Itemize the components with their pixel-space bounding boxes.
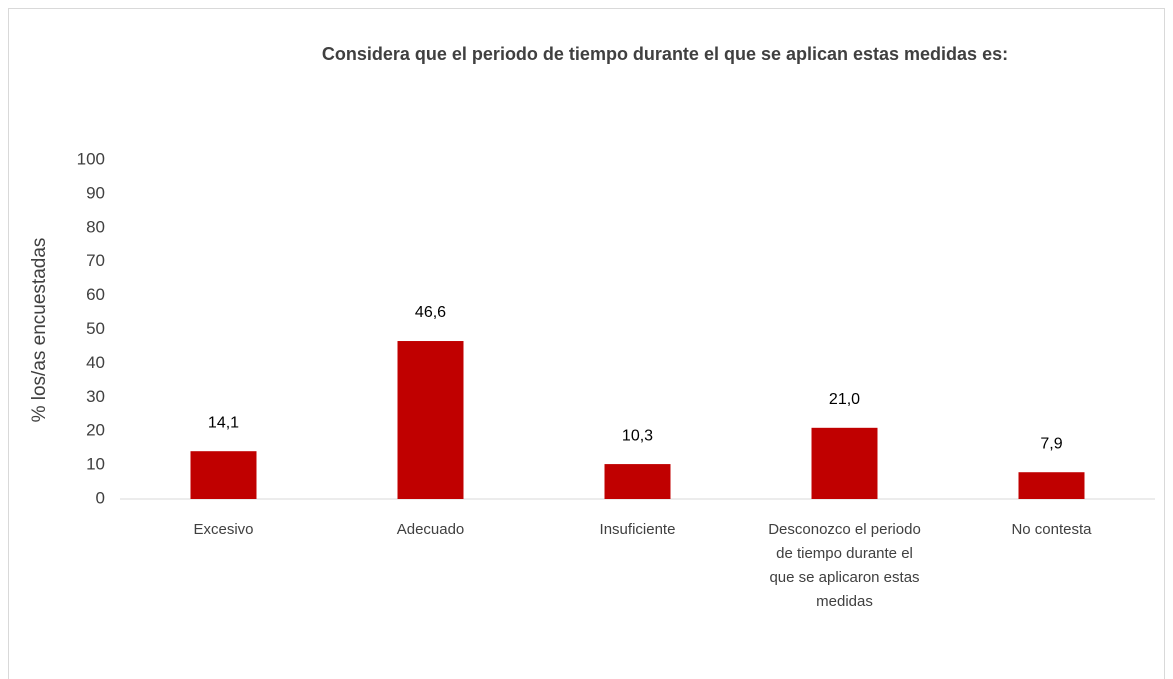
x-tick-label: No contesta xyxy=(1011,521,1092,538)
data-label: 21,0 xyxy=(829,391,860,408)
y-tick-label: 50 xyxy=(86,319,105,338)
y-tick-label: 30 xyxy=(86,387,105,406)
y-tick-label: 90 xyxy=(86,183,105,202)
chart-title: Considera que el periodo de tiempo duran… xyxy=(322,44,1008,64)
y-tick-label: 80 xyxy=(86,217,105,236)
y-tick-label: 0 xyxy=(96,488,105,507)
bar xyxy=(397,341,464,499)
y-axis-label: % los/as encuestadas xyxy=(29,238,50,423)
y-tick-label: 100 xyxy=(77,149,105,168)
bar xyxy=(604,464,671,499)
data-label: 14,1 xyxy=(208,414,239,431)
x-tick-label: Desconozco el periodo de tiempo durante e… xyxy=(768,521,921,610)
y-tick-label: 20 xyxy=(86,421,105,440)
y-tick-label: 60 xyxy=(86,285,105,304)
x-tick-label: Excesivo xyxy=(193,521,253,538)
chart-border xyxy=(8,8,1165,679)
y-tick-label: 70 xyxy=(86,251,105,270)
bar xyxy=(811,427,878,499)
x-tick-label: Insuficiente xyxy=(600,521,676,538)
bar xyxy=(190,451,257,499)
data-label: 46,6 xyxy=(415,304,446,321)
bar xyxy=(1018,472,1085,499)
data-label: 7,9 xyxy=(1040,435,1062,452)
x-tick-label: Adecuado xyxy=(397,521,465,538)
y-tick-label: 10 xyxy=(86,455,105,474)
data-label: 10,3 xyxy=(622,427,653,444)
y-tick-label: 40 xyxy=(86,353,105,372)
